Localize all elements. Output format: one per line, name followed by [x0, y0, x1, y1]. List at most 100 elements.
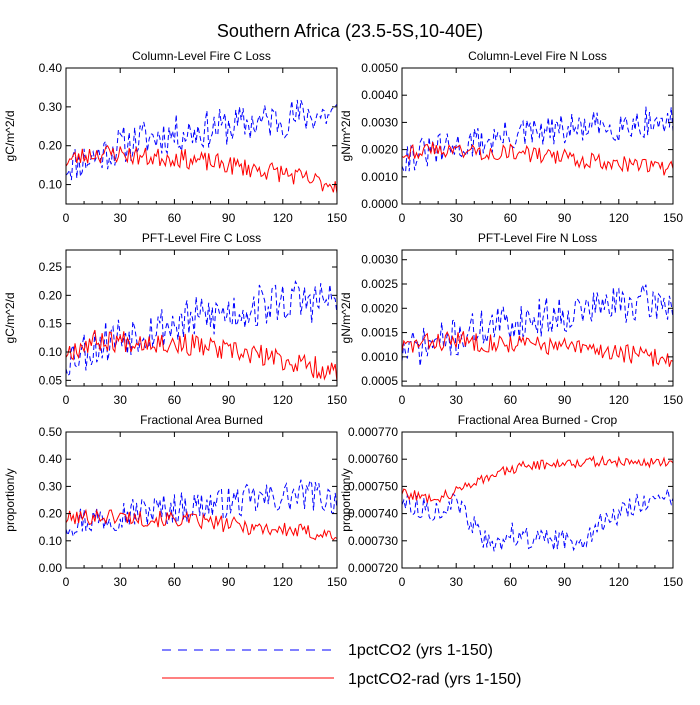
y-tick-label: 0.25: [39, 260, 63, 274]
series-line-1pctco2-rad: [65, 508, 338, 541]
panel-title: Column-Level Fire N Loss: [468, 49, 607, 63]
y-tick-label: 0.0005: [361, 374, 398, 388]
x-tick-label: 150: [663, 393, 683, 407]
series-line-1pctco2: [401, 284, 674, 367]
series-line-1pctco2: [65, 279, 338, 377]
y-tick-label: 0.10: [39, 345, 63, 359]
y-axis-label: proportion/y: [339, 468, 353, 531]
x-tick-label: 0: [399, 575, 406, 589]
plot-frame: [401, 249, 674, 387]
y-tick-label: 0.000770: [348, 425, 398, 439]
x-tick-label: 0: [399, 211, 406, 225]
y-tick-label: 0.000750: [348, 479, 398, 493]
panel-0: 0 30 60 90 120 150 0.10 0.20 0.30 0.40 Column-Leve…: [3, 49, 347, 225]
y-tick-label: 0.0010: [361, 170, 398, 184]
panel-title: Fractional Area Burned - Crop: [458, 413, 618, 427]
legend-label-1pctco2: 1pctCO2 (yrs 1-150): [348, 642, 493, 659]
y-tick-label: 0.0000: [361, 197, 398, 211]
y-axis-label: gN/m^2/d: [339, 293, 353, 344]
x-tick-label: 150: [327, 211, 347, 225]
plot-frame: [401, 67, 674, 205]
panel-title: Fractional Area Burned: [140, 413, 263, 427]
x-tick-label: 150: [663, 211, 683, 225]
x-tick-label: 60: [504, 393, 518, 407]
x-tick-label: 0: [63, 211, 70, 225]
y-axis-label: gC/m^2/d: [3, 293, 17, 344]
series-line-1pctco2: [401, 489, 674, 552]
y-axis-label: gC/m^2/d: [3, 111, 17, 162]
y-tick-label: 0.20: [39, 139, 63, 153]
y-tick-label: 0.0020: [361, 143, 398, 157]
series-line-1pctco2-rad: [401, 141, 674, 176]
x-tick-label: 120: [273, 393, 293, 407]
series-line-1pctco2-rad: [65, 329, 338, 383]
x-tick-label: 60: [168, 211, 182, 225]
x-tick-label: 30: [114, 393, 128, 407]
legend-label-1pctco2-rad: 1pctCO2-rad (yrs 1-150): [348, 671, 521, 688]
x-tick-label: 120: [609, 575, 629, 589]
series-line-1pctco2-rad: [401, 455, 674, 503]
plot-frame: [401, 431, 674, 569]
y-tick-label: 0.40: [39, 61, 63, 75]
series-line-1pctco2: [401, 106, 674, 173]
x-tick-label: 30: [450, 393, 464, 407]
x-tick-label: 90: [222, 575, 236, 589]
x-tick-label: 30: [114, 211, 128, 225]
x-tick-label: 90: [222, 393, 236, 407]
y-tick-label: 0.0040: [361, 88, 398, 102]
x-tick-label: 30: [450, 575, 464, 589]
panel-2: 0 30 60 90 120 150 0.05 0.10 0.15 0.20 0.25 PFT-Lev…: [3, 231, 347, 407]
y-tick-label: 0.20: [39, 288, 63, 302]
y-tick-label: 0.50: [39, 425, 63, 439]
x-tick-label: 0: [63, 393, 70, 407]
x-tick-label: 120: [609, 393, 629, 407]
x-tick-label: 90: [558, 575, 572, 589]
series-line-1pctco2-rad: [65, 145, 338, 194]
panel-5: 0 30 60 90 120 150 0.000720 0.000730 0.000740 0.0…: [339, 413, 683, 589]
panel-title: Column-Level Fire C Loss: [132, 49, 271, 63]
y-tick-label: 0.0015: [361, 326, 398, 340]
x-tick-label: 150: [663, 575, 683, 589]
y-axis-label: proportion/y: [3, 468, 17, 531]
x-tick-label: 120: [273, 575, 293, 589]
x-tick-label: 60: [504, 575, 518, 589]
panel-title: PFT-Level Fire C Loss: [142, 231, 261, 245]
plot-frame: [65, 67, 338, 205]
y-tick-label: 0.0030: [361, 253, 398, 267]
plot-frame: [65, 249, 338, 387]
x-tick-label: 30: [114, 575, 128, 589]
legend: 1pctCO2 (yrs 1-150) 1pctCO2-rad (yrs 1-1…: [162, 642, 521, 688]
y-tick-label: 0.000720: [348, 561, 398, 575]
y-tick-label: 0.30: [39, 100, 63, 114]
x-tick-label: 60: [168, 575, 182, 589]
y-tick-label: 0.15: [39, 317, 63, 331]
x-tick-label: 90: [222, 211, 236, 225]
y-tick-label: 0.10: [39, 178, 63, 192]
y-tick-label: 0.00: [39, 561, 63, 575]
page-title: Southern Africa (23.5-5S,10-40E): [217, 21, 483, 41]
x-tick-label: 120: [273, 211, 293, 225]
x-tick-label: 90: [558, 211, 572, 225]
y-tick-label: 0.0010: [361, 350, 398, 364]
panel-1: 0 30 60 90 120 150 0.0000 0.0010 0.0020 0.0030 0.0…: [339, 49, 683, 225]
x-tick-label: 30: [450, 211, 464, 225]
panels: 0 30 60 90 120 150 0.10 0.20 0.30 0.40 Column-Leve…: [3, 49, 683, 589]
y-tick-label: 0.30: [39, 479, 63, 493]
panel-title: PFT-Level Fire N Loss: [478, 231, 597, 245]
y-tick-label: 0.000760: [348, 452, 398, 466]
y-tick-label: 0.05: [39, 373, 63, 387]
x-tick-label: 150: [327, 393, 347, 407]
y-tick-label: 0.000740: [348, 507, 398, 521]
x-tick-label: 0: [63, 575, 70, 589]
series-line-1pctco2: [65, 99, 338, 181]
y-tick-label: 0.20: [39, 507, 63, 521]
x-tick-label: 150: [327, 575, 347, 589]
panel-4: 0 30 60 90 120 150 0.00 0.10 0.20 0.30 0.40 0.50 Fra…: [3, 413, 347, 589]
y-tick-label: 0.10: [39, 534, 63, 548]
x-tick-label: 90: [558, 393, 572, 407]
panel-3: 0 30 60 90 120 150 0.0005 0.0010 0.0015 0.0020 0.0…: [339, 231, 683, 407]
x-tick-label: 0: [399, 393, 406, 407]
y-tick-label: 0.0025: [361, 277, 398, 291]
y-tick-label: 0.40: [39, 452, 63, 466]
